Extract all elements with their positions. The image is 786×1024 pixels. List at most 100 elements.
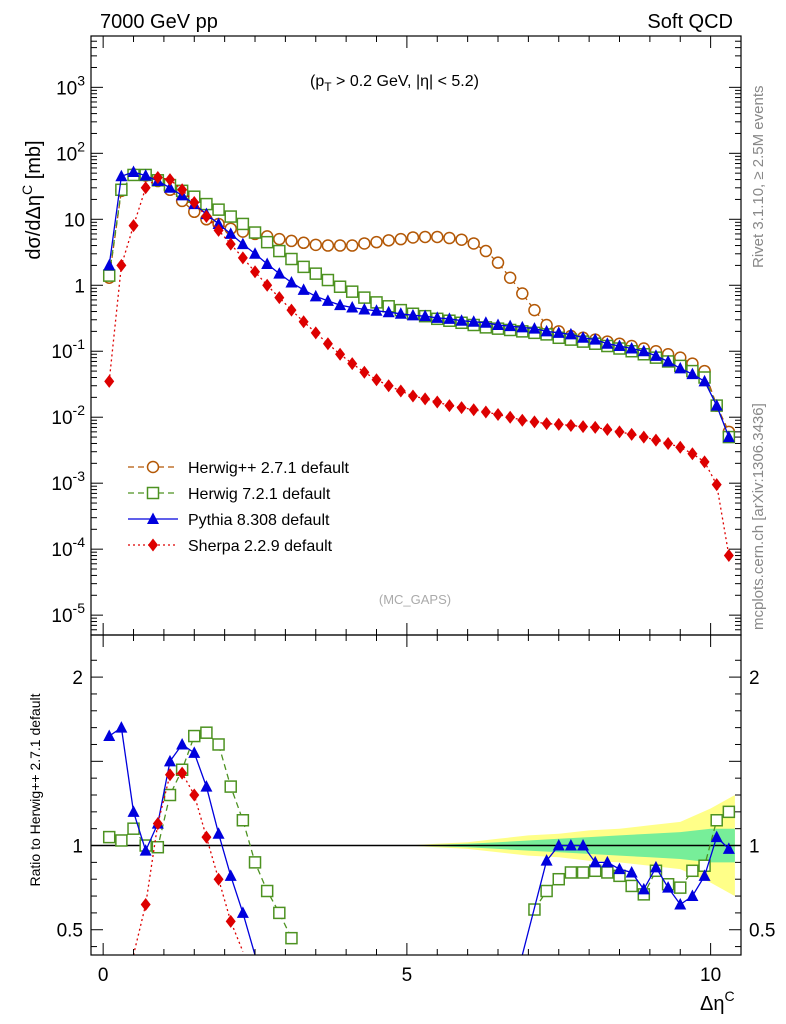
data-point <box>163 181 176 193</box>
ratio-point <box>260 884 274 898</box>
ratio-point <box>722 805 736 819</box>
data-point <box>224 227 237 239</box>
data-point <box>590 420 601 434</box>
y-tick-label-right: 2 <box>749 668 760 689</box>
ratio-panel: 0 5 10 0.5 0.5 1 1 2 2 Ratio to Herwig++ 2.7.1 d… <box>27 634 775 1015</box>
ratio-point <box>564 839 577 851</box>
data-point <box>297 260 310 274</box>
ratio-point <box>188 729 201 743</box>
y-tick-label: 2 <box>72 668 83 689</box>
data-point <box>625 342 638 354</box>
legend-entry: Herwig 7.2.1 default <box>128 486 331 503</box>
data-point <box>541 417 552 431</box>
rivet-label: Rivet 3.1.10, ≥ 2.5M events <box>750 86 767 269</box>
data-point <box>346 301 359 313</box>
series-line <box>108 171 730 438</box>
data-point <box>333 280 347 293</box>
data-point <box>467 237 480 250</box>
data-point <box>479 244 493 258</box>
main-panel: 10-5 10-4 10-3 10-2 10-1 1 10 102 103 dσ/dΔηC [m… <box>19 35 742 636</box>
data-point <box>127 165 140 178</box>
ratio-point <box>625 879 638 893</box>
legend-entry: Sherpa 2.2.9 default <box>128 538 333 555</box>
data-point <box>455 314 468 326</box>
data-point <box>419 309 432 322</box>
data-point <box>493 407 504 421</box>
ratio-point <box>601 866 614 879</box>
ratio-point <box>103 729 116 742</box>
data-point <box>626 427 637 441</box>
legend-entry: Herwig++ 2.7.1 default <box>128 460 350 477</box>
ratio-point <box>164 768 175 782</box>
ratio-point <box>177 766 188 780</box>
ratio-point <box>151 840 165 854</box>
data-point <box>394 232 408 246</box>
data-point <box>371 373 382 387</box>
y-tick-label: 1 <box>72 837 83 858</box>
data-point <box>602 423 613 437</box>
legend-label: Herwig++ 2.7.1 default <box>188 460 350 477</box>
data-point <box>321 294 334 306</box>
data-point <box>540 324 553 337</box>
data-point <box>212 203 225 216</box>
ratio-point <box>552 839 565 851</box>
legend-marker <box>147 512 159 524</box>
data-point <box>297 236 310 250</box>
data-point <box>225 237 236 251</box>
y-tick-label: 10-3 <box>51 468 85 495</box>
data-point <box>321 239 335 252</box>
data-point <box>503 271 517 284</box>
data-point <box>285 234 298 248</box>
data-point <box>383 379 394 393</box>
data-point <box>516 320 529 333</box>
data-point <box>613 339 626 352</box>
ratio-point <box>577 839 590 851</box>
data-point <box>505 410 516 424</box>
data-point <box>578 420 589 434</box>
ratio-point <box>686 864 699 878</box>
data-point <box>285 276 298 288</box>
ratio-point <box>649 860 662 873</box>
data-point <box>273 267 286 279</box>
ratio-point <box>236 906 249 918</box>
data-point <box>528 322 541 334</box>
data-point <box>370 304 383 316</box>
data-point <box>468 403 479 417</box>
data-point <box>418 230 432 244</box>
data-point <box>164 173 175 187</box>
data-point <box>492 318 505 330</box>
data-point <box>711 478 722 492</box>
data-point <box>309 267 323 280</box>
x-tick-label: 10 <box>700 965 721 986</box>
data-point <box>675 440 686 454</box>
data-point <box>260 235 274 249</box>
data-point <box>345 239 359 252</box>
data-point <box>224 210 237 223</box>
watermark-label: (MC_GAPS) <box>379 592 451 607</box>
ratio-point <box>163 788 177 802</box>
data-point <box>358 291 371 304</box>
ratio-point <box>236 814 250 827</box>
y-tick-label: 10-5 <box>51 600 85 627</box>
data-point <box>456 401 467 415</box>
data-point <box>250 265 261 279</box>
ratio-y-axis-label: Ratio to Herwig++ 2.7.1 default <box>27 693 43 886</box>
data-point <box>201 210 212 224</box>
data-point <box>686 367 699 380</box>
y-tick-label: 10-1 <box>51 336 85 363</box>
ratio-point <box>115 721 128 733</box>
ratio-point <box>200 780 213 792</box>
y-tick-label: 10 <box>64 210 85 231</box>
data-point <box>140 181 151 195</box>
y-tick-label-right: 0.5 <box>749 921 775 942</box>
legend-entry: Pythia 8.308 default <box>128 512 330 529</box>
ratio-point <box>200 726 213 739</box>
data-point <box>334 298 347 311</box>
data-point <box>273 244 286 258</box>
x-tick-label: 0 <box>98 965 109 986</box>
data-point <box>285 252 298 266</box>
data-point <box>638 430 649 444</box>
data-point <box>577 331 590 343</box>
data-point <box>115 169 128 182</box>
data-point <box>529 415 540 429</box>
